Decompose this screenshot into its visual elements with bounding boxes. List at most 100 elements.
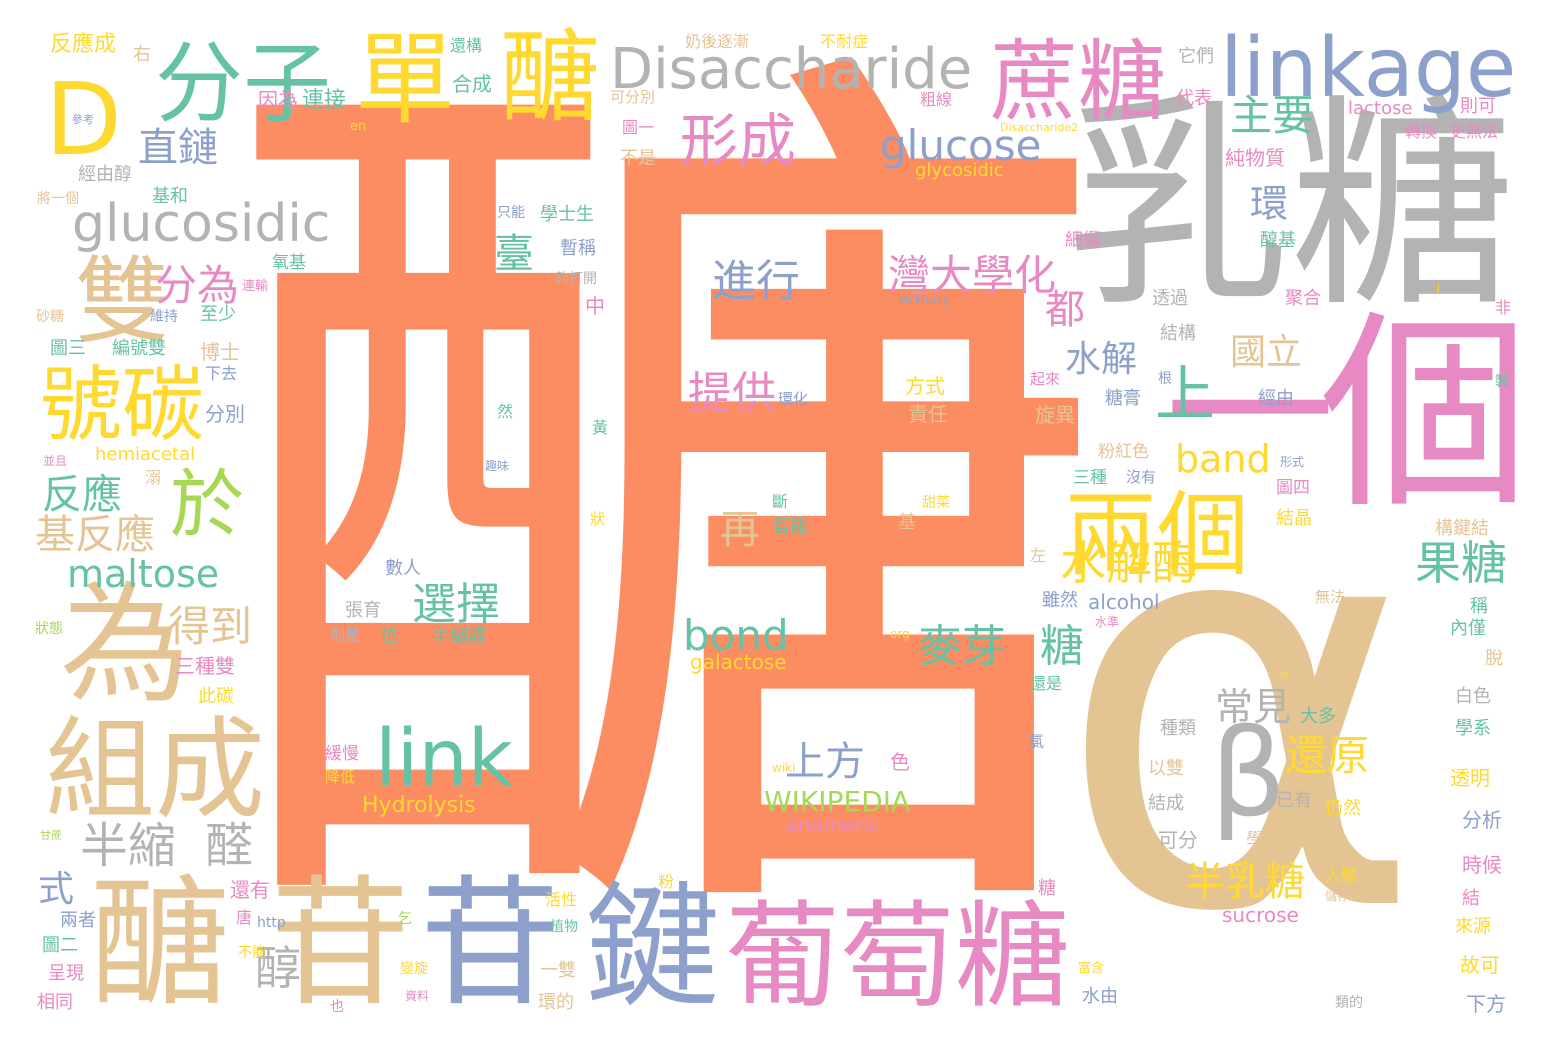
word-雙: 雙 (75, 247, 171, 357)
word-http: http (257, 915, 286, 931)
word-臺: 臺 (487, 232, 533, 272)
word-半縮: 半縮 (80, 818, 177, 874)
word-乳糖: 乳糖 (1065, 76, 1515, 338)
word-glucose: glucose (880, 121, 1042, 170)
word-位: 位 (380, 626, 398, 647)
word-責任: 責任 (908, 402, 948, 426)
word-為: 為 (60, 569, 191, 721)
word-資料: 資料 (405, 989, 430, 1003)
word-此碳: 此碳 (198, 686, 234, 707)
word-方式: 方式 (905, 374, 945, 398)
word-環: 環 (1250, 182, 1289, 226)
word-編號雙: 編號雙 (112, 338, 166, 359)
word-lactose: lactose (1348, 98, 1413, 119)
word-三種: 三種 (1073, 468, 1107, 488)
word-狀: 狀 (590, 510, 606, 528)
word-反應成: 反應成 (50, 32, 117, 57)
word-至少: 至少 (200, 304, 236, 325)
word-旋異: 旋異 (1035, 403, 1075, 427)
word-還原: 還原 (1285, 731, 1370, 780)
word-不是: 不是 (620, 148, 656, 169)
word-故可: 故可 (1460, 953, 1500, 977)
word-反應: 反應 (42, 472, 122, 518)
word-植物: 植物 (550, 919, 578, 935)
word-得到: 得到 (168, 602, 253, 651)
word-glucosidic: glucosidic (72, 194, 331, 254)
word-然: 然 (497, 402, 514, 421)
word-甜菜: 甜菜 (922, 495, 950, 511)
word-alpha: α (1055, 384, 1425, 1036)
word-形式: 形式 (1280, 455, 1305, 469)
word-於: 於 (170, 462, 244, 548)
word-水準: 水準 (1095, 615, 1120, 629)
word-anomeric: anomeric (786, 813, 880, 837)
word-結晶: 結晶 (1276, 508, 1312, 529)
word-兩者: 兩者 (60, 910, 96, 931)
word-wiki: wiki (772, 761, 796, 775)
word-白色: 白色 (1455, 686, 1491, 707)
word-雖然: 雖然 (1042, 590, 1078, 611)
word-sucrose: sucrose (1222, 903, 1299, 927)
word-hemiacetal: hemiacetal (95, 444, 196, 465)
word-粉紅色: 粉紅色 (1098, 442, 1149, 462)
word-時候: 時候 (1462, 853, 1502, 877)
word-提供: 提供 (688, 368, 776, 419)
word-透明: 透明 (1450, 766, 1490, 790)
word-參考: 參考 (72, 113, 94, 126)
word-再: 再 (720, 507, 760, 553)
word-半乳糖: 半乳糖 (1185, 859, 1305, 905)
word-M: M (1280, 671, 1289, 682)
word-還構: 還構 (450, 36, 483, 55)
word-細纜: 細纜 (1065, 230, 1101, 251)
word-斷: 斷 (772, 492, 789, 511)
word-個: 個 (1320, 292, 1531, 537)
word-結: 結 (1462, 888, 1480, 909)
word-三種雙: 三種雙 (175, 654, 235, 678)
word-學系陳藹然: 學系陳藹然 (1246, 830, 1336, 851)
word-水由: 水由 (1082, 986, 1118, 1007)
word-可分: 可分 (1158, 828, 1198, 852)
word-link: link (375, 714, 513, 804)
word-富含: 富含 (1078, 961, 1105, 976)
word-一雙: 一雙 (540, 960, 576, 981)
word-夠打開: 夠打開 (555, 271, 597, 287)
word-非: 非 (1495, 298, 1512, 317)
word-仍然: 仍然 (1325, 798, 1361, 819)
word-醛: 醛 (205, 818, 254, 874)
word-兩個: 兩個 (1065, 482, 1250, 589)
word-連輸: 連輸 (242, 279, 269, 294)
word-醇基: 醇基 (1260, 230, 1296, 251)
word-分子: 分子 (155, 32, 332, 135)
word-合成: 合成 (452, 72, 492, 96)
word-環化: 環化 (778, 390, 809, 408)
word-直鏈: 直鏈 (138, 125, 218, 171)
word-暫稱: 暫稱 (560, 238, 596, 259)
word-溺: 溺 (145, 468, 162, 487)
word-band: band (1175, 437, 1271, 481)
word-製: 製 (1495, 374, 1509, 390)
word-進行: 進行 (712, 256, 800, 307)
word-半縮醛: 半縮醛 (432, 626, 486, 647)
word-起來: 起來 (1030, 370, 1061, 388)
word-蔗糖: 蔗糖 (990, 30, 1167, 133)
word-已有: 已有 (1276, 790, 1312, 811)
word-無法: 無法 (1315, 588, 1346, 606)
word-只能: 只能 (497, 205, 525, 221)
word-數人: 數人 (385, 558, 421, 579)
word-水解: 水解 (1065, 339, 1138, 380)
word-結成: 結成 (1148, 793, 1184, 814)
word-大多: 大多 (1300, 706, 1336, 727)
word-一: 一 (1165, 316, 1336, 514)
word-以雙: 以雙 (1148, 758, 1184, 779)
word-轉換: 轉換 (1405, 122, 1438, 141)
word-內僅: 內僅 (1450, 618, 1486, 639)
word-唐: 唐 (236, 908, 253, 927)
word-氧基: 氧基 (272, 253, 306, 273)
word-乞: 乞 (398, 911, 412, 927)
word-上: 上 (1155, 360, 1215, 430)
word-主要: 主要 (1230, 91, 1315, 140)
word-不能: 不能 (238, 945, 266, 961)
word-博士: 博士 (200, 340, 240, 364)
word-類的: 類的 (1335, 995, 1363, 1011)
